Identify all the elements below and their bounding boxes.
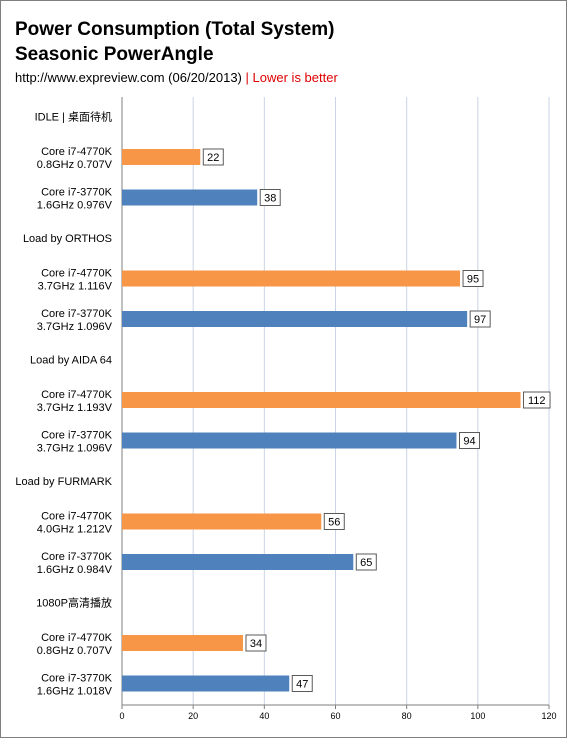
bar bbox=[122, 635, 243, 651]
group-label: Load by AIDA 64 bbox=[30, 355, 112, 367]
category-label-line2: 0.8GHz 0.707V bbox=[37, 159, 113, 171]
data-label-box bbox=[259, 189, 281, 206]
x-tick-label: 100 bbox=[470, 711, 485, 721]
data-label: 47 bbox=[296, 679, 308, 691]
data-label: 38 bbox=[264, 193, 276, 205]
category-label-line2: 3.7GHz 1.116V bbox=[38, 281, 113, 293]
data-label-box bbox=[291, 675, 313, 692]
group-label: IDLE | 桌面待机 bbox=[35, 110, 112, 124]
data-label-box bbox=[523, 391, 551, 409]
category-label-line2: 3.7GHz 1.193V bbox=[37, 402, 113, 414]
category-label-line1: Core i7-3770K bbox=[41, 673, 113, 685]
category-label-line2: 3.7GHz 1.096V bbox=[37, 443, 113, 455]
group-label: Load by ORTHOS bbox=[23, 233, 112, 245]
category-label-line2: 0.8GHz 0.707V bbox=[37, 645, 113, 657]
bar bbox=[122, 392, 521, 408]
category-label-line1: Core i7-4770K bbox=[41, 632, 113, 644]
data-label: 34 bbox=[250, 638, 262, 650]
data-label: 97 bbox=[474, 314, 486, 326]
x-tick-label: 60 bbox=[330, 711, 340, 721]
x-tick-label: 80 bbox=[402, 711, 412, 721]
group-label: 1080P高清播放 bbox=[36, 596, 112, 610]
note-text: Lower is better bbox=[252, 70, 338, 85]
data-label-box bbox=[245, 634, 267, 652]
category-label-line1: Core i7-4770K bbox=[41, 268, 113, 280]
category-label-line2: 1.6GHz 0.976V bbox=[37, 200, 113, 212]
data-label: 94 bbox=[463, 436, 475, 448]
category-label-line1: Core i7-4770K bbox=[41, 389, 113, 401]
data-label: 95 bbox=[467, 274, 479, 286]
x-tick-label: 40 bbox=[259, 711, 269, 721]
x-tick-label: 20 bbox=[188, 711, 198, 721]
bar bbox=[122, 270, 461, 287]
bar bbox=[122, 675, 290, 692]
bar bbox=[122, 311, 468, 327]
chart-subtitle: http://www.expreview.com (06/20/2013) | … bbox=[15, 70, 338, 85]
category-label-line1: Core i7-3770K bbox=[41, 430, 113, 442]
category-label-line2: 1.6GHz 1.018V bbox=[37, 686, 113, 698]
chart-title-line1: Power Consumption (Total System) bbox=[15, 19, 335, 40]
bar bbox=[122, 189, 258, 206]
data-label: 65 bbox=[360, 557, 372, 569]
group-label: Load by FURMARK bbox=[15, 476, 112, 488]
bar bbox=[122, 554, 354, 570]
category-label-line1: Core i7-3770K bbox=[41, 551, 113, 563]
data-label-box bbox=[202, 148, 224, 166]
data-label-box bbox=[355, 553, 377, 571]
bar bbox=[122, 513, 322, 530]
data-label-box bbox=[469, 310, 491, 328]
category-label-line2: 1.6GHz 0.984V bbox=[37, 564, 113, 576]
data-label: 22 bbox=[207, 152, 219, 164]
bar bbox=[122, 432, 457, 449]
category-label-line1: Core i7-3770K bbox=[41, 308, 113, 320]
category-label-line2: 4.0GHz 1.212V bbox=[37, 524, 113, 536]
category-label-line1: Core i7-3770K bbox=[41, 187, 113, 199]
separator-text: | bbox=[245, 70, 249, 85]
x-tick-label: 0 bbox=[119, 711, 124, 721]
data-label-box bbox=[458, 432, 480, 449]
chart-title-line2: Seasonic PowerAngle bbox=[15, 44, 214, 65]
data-label: 56 bbox=[328, 517, 340, 529]
data-label: 112 bbox=[528, 395, 546, 407]
category-label-line2: 3.7GHz 1.096V bbox=[37, 321, 113, 333]
data-label-box bbox=[462, 270, 484, 287]
x-tick-label: 120 bbox=[541, 711, 556, 721]
data-label-box bbox=[323, 513, 345, 530]
source-text: http://www.expreview.com (06/20/2013) bbox=[15, 70, 242, 85]
category-label-line1: Core i7-4770K bbox=[41, 146, 113, 158]
bar bbox=[122, 149, 201, 165]
category-label-line1: Core i7-4770K bbox=[41, 511, 113, 523]
